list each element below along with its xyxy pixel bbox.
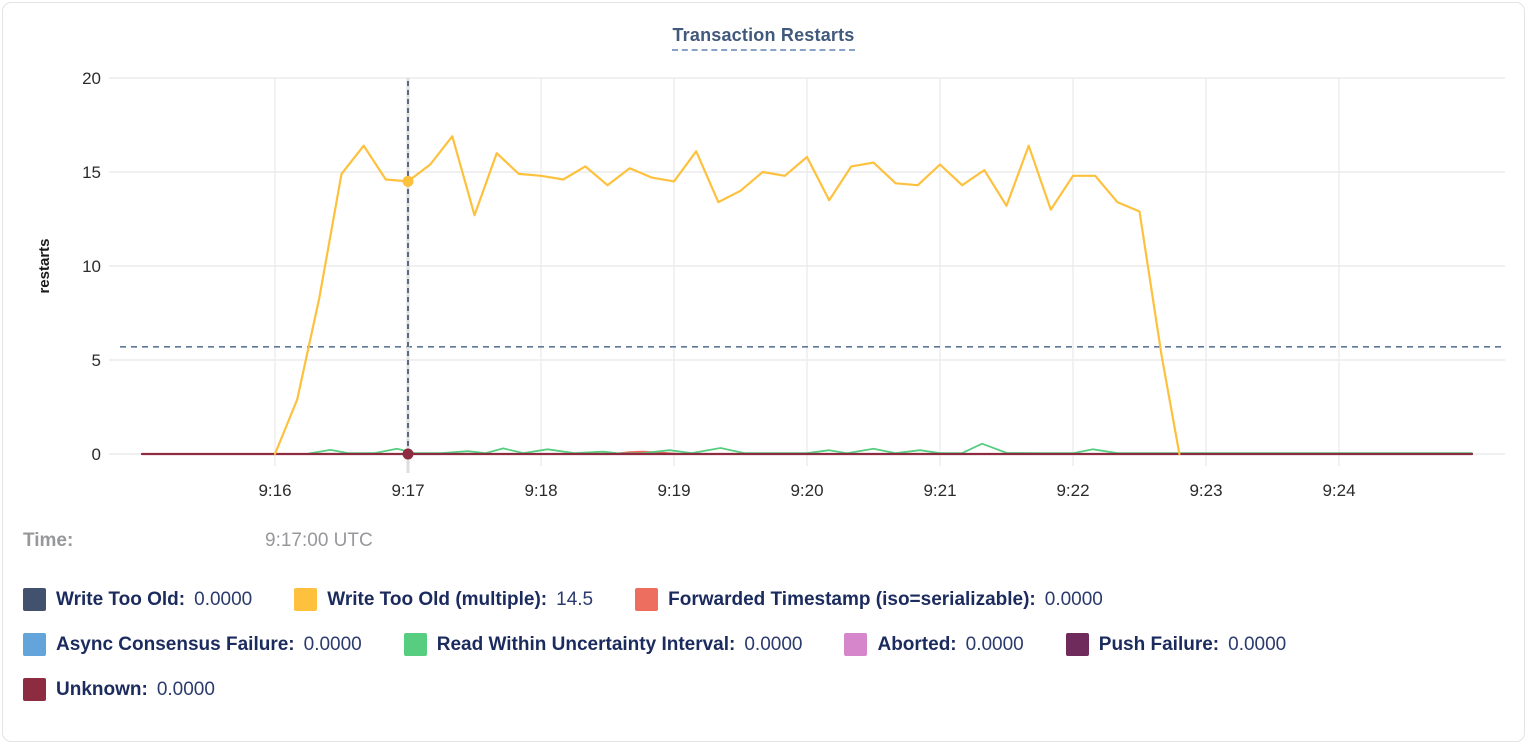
- legend-value: 0.0000: [194, 588, 253, 610]
- y-tick-label: 20: [82, 69, 101, 88]
- legend-value: 14.5: [556, 588, 594, 610]
- legend-value: 0.0000: [965, 633, 1024, 655]
- legend-item-write-too-old[interactable]: Write Too Old: 0.0000: [23, 588, 252, 611]
- y-tick-label: 5: [92, 351, 101, 370]
- legend-row: Unknown: 0.0000: [23, 677, 215, 702]
- legend-item-read-within-uncertainty-interval[interactable]: Read Within Uncertainty Interval: 0.0000: [403, 633, 803, 656]
- hover-time-label: Time:: [23, 530, 74, 551]
- legend-label: Push Failure:: [1098, 633, 1220, 655]
- series-line-read-within-uncertainty-interval: [307, 442, 1473, 455]
- legend-value: 0.0000: [303, 633, 362, 655]
- legend-label: Aborted:: [877, 633, 957, 655]
- x-tick-label: 9:18: [524, 481, 557, 500]
- y-tick-label: 0: [92, 445, 101, 464]
- legend-item-push-failure[interactable]: Push Failure: 0.0000: [1065, 633, 1287, 656]
- y-axis-title: restarts: [36, 238, 53, 293]
- legend-swatch: [403, 633, 427, 656]
- legend-label: Write Too Old:: [56, 588, 186, 610]
- chart-title-wrap: Transaction Restarts: [3, 25, 1524, 51]
- legend-value: 0.0000: [1044, 588, 1103, 610]
- x-tick-label: 9:16: [258, 481, 291, 500]
- x-tick-label: 9:17: [391, 481, 424, 500]
- x-tick-label: 9:21: [923, 481, 956, 500]
- legend-swatch: [1065, 633, 1089, 656]
- legend-value: 0.0000: [1228, 633, 1287, 655]
- legend-row: Write Too Old: 0.0000 Write Too Old (multi…: [23, 587, 1103, 612]
- legend-swatch: [294, 588, 318, 611]
- legend-label: Write Too Old (multiple):: [327, 588, 548, 610]
- x-tick-label: 9:20: [790, 481, 823, 500]
- legend-swatch: [635, 588, 659, 611]
- legend-item-forwarded-timestamp-iso-serializable[interactable]: Forwarded Timestamp (iso=serializable): 0…: [635, 588, 1103, 611]
- legend-label: Forwarded Timestamp (iso=serializable):: [668, 588, 1036, 610]
- chart-title[interactable]: Transaction Restarts: [672, 25, 855, 51]
- legend-item-write-too-old-multiple[interactable]: Write Too Old (multiple): 14.5: [294, 588, 593, 611]
- x-tick-label: 9:23: [1189, 481, 1222, 500]
- y-tick-label: 15: [82, 163, 101, 182]
- legend-swatch: [844, 633, 868, 656]
- legend-label: Unknown:: [56, 678, 148, 700]
- hover-time-value: 9:17:00 UTC: [265, 530, 373, 551]
- legend-swatch: [23, 633, 46, 656]
- series-line-write-too-old-multiple: [273, 135, 1181, 456]
- legend-item-aborted[interactable]: Aborted: 0.0000: [844, 633, 1024, 656]
- legend-label: Read Within Uncertainty Interval:: [436, 633, 736, 655]
- transaction-restarts-chart[interactable]: 0 5 10 15 20 9:16 9:17 9:18 9:19 9:20 9:21 9:22 9:23…: [3, 3, 1528, 508]
- legend-item-async-consensus-failure[interactable]: Async Consensus Failure: 0.0000: [23, 633, 362, 656]
- legend-value: 0.0000: [156, 678, 215, 700]
- legend-swatch: [23, 588, 46, 611]
- hover-dot: [402, 448, 414, 460]
- x-tick-label: 9:22: [1056, 481, 1089, 500]
- x-tick-label: 9:19: [657, 481, 690, 500]
- legend-swatch: [23, 678, 46, 701]
- x-tick-label: 9:24: [1322, 481, 1355, 500]
- hover-time-row: Time: 9:17:00 UTC: [3, 530, 1524, 556]
- legend-value: 0.0000: [744, 633, 803, 655]
- hover-dot: [402, 175, 414, 187]
- legend-row: Async Consensus Failure: 0.0000 Read Withi…: [23, 632, 1286, 657]
- legend-label: Async Consensus Failure:: [56, 633, 295, 655]
- legend-item-unknown[interactable]: Unknown: 0.0000: [23, 678, 215, 701]
- y-tick-label: 10: [82, 257, 101, 276]
